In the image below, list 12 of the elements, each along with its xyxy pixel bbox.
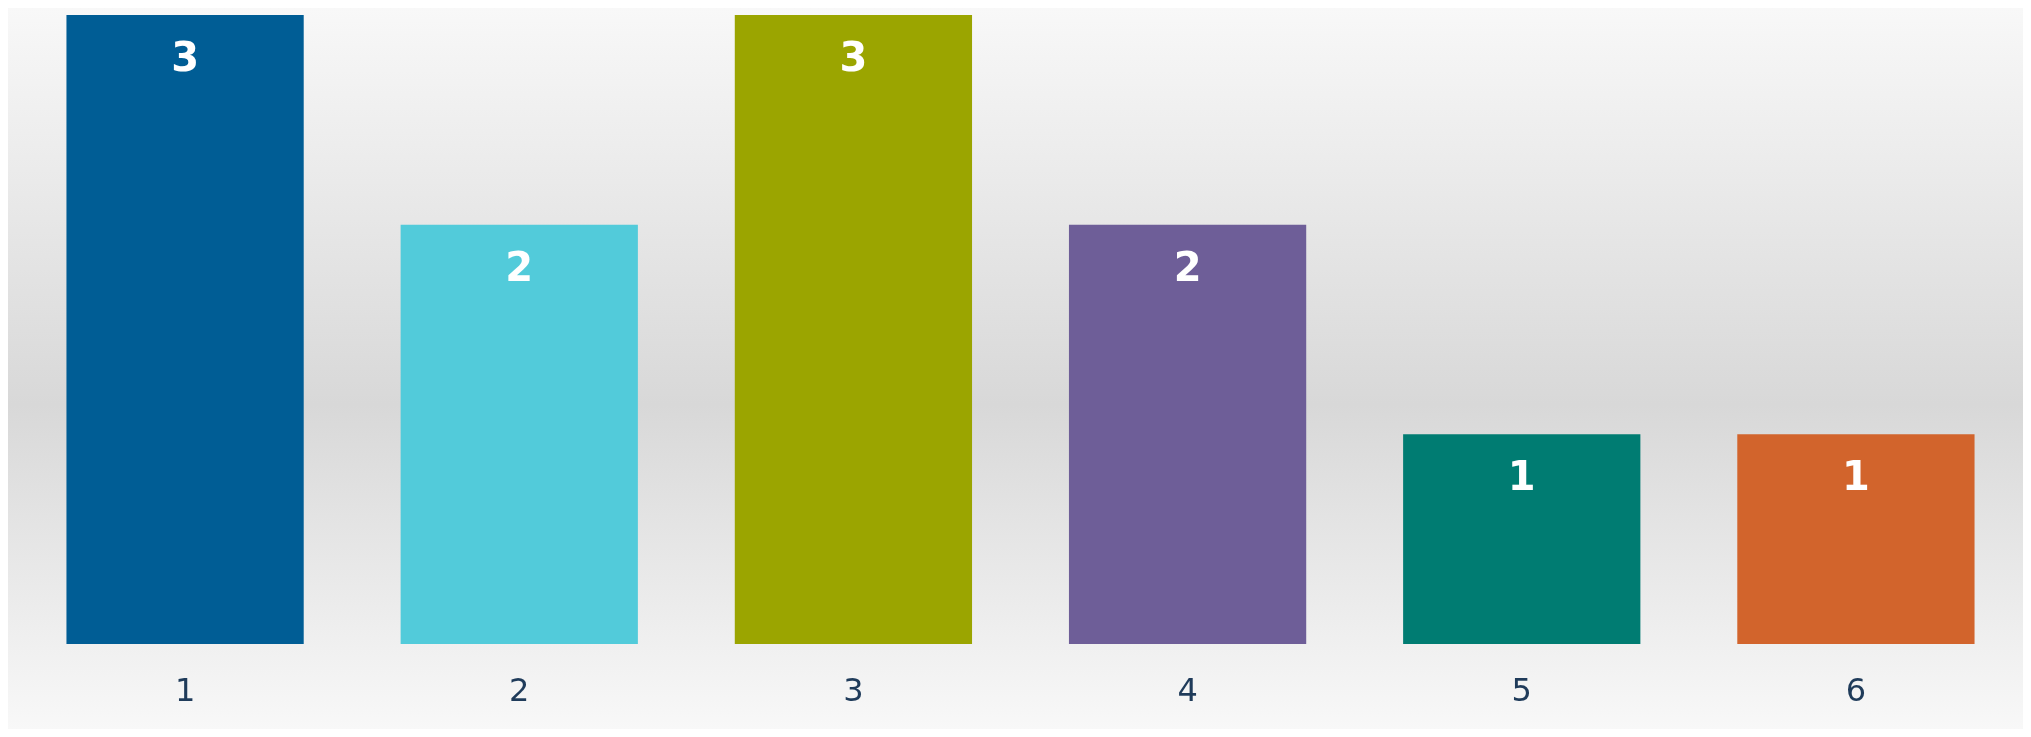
data-label: 1 [1507,453,1536,500]
data-label: 3 [171,34,200,80]
x-tick-label: 1 [174,671,196,709]
x-tick-label: 5 [1511,671,1532,709]
x-tick-label: 3 [843,671,864,709]
data-label: 1 [1841,453,1870,500]
data-label: 3 [839,34,868,80]
x-tick-label: 2 [509,671,530,709]
data-label: 2 [505,243,534,290]
x-tick-label: 6 [1845,671,1867,709]
data-label: 2 [1173,243,1202,290]
x-tick-label: 4 [1177,671,1198,709]
